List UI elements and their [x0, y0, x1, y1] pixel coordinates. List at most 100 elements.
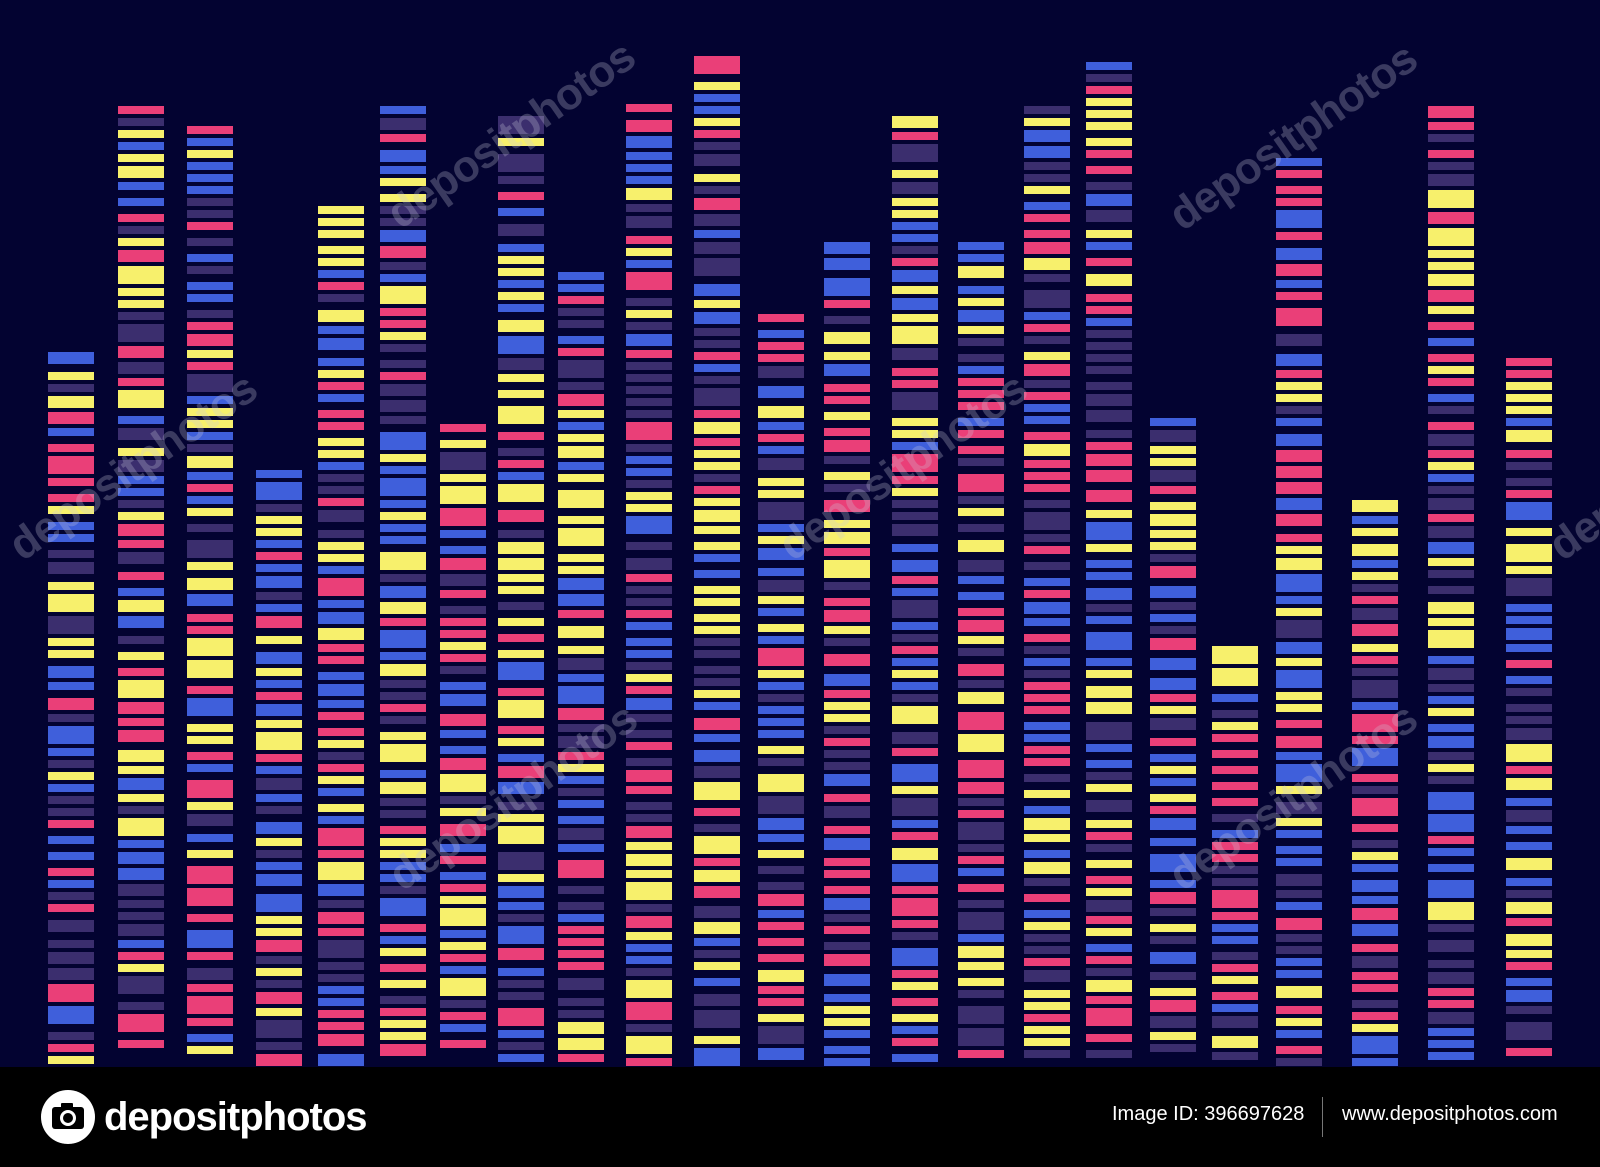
dna-band	[380, 716, 426, 724]
dna-band	[318, 788, 364, 796]
dna-band	[48, 1032, 94, 1040]
dna-band	[318, 644, 364, 652]
dna-band	[824, 714, 870, 722]
dna-band	[48, 638, 94, 646]
dna-band	[694, 678, 740, 686]
dna-band	[1086, 616, 1132, 624]
dna-band	[118, 778, 164, 790]
dna-band	[558, 998, 604, 1006]
dna-band	[1150, 988, 1196, 996]
dna-band	[256, 874, 302, 886]
dna-band	[1212, 766, 1258, 774]
dna-column	[958, 242, 1004, 1067]
dna-band	[626, 802, 672, 810]
dna-band	[498, 814, 544, 822]
dna-band	[626, 386, 672, 394]
dna-band	[498, 530, 544, 538]
dna-band	[1150, 718, 1196, 730]
dna-band	[118, 142, 164, 150]
site-url-link[interactable]: www.depositphotos.com	[1342, 1103, 1558, 1125]
dna-band	[958, 366, 1004, 374]
dna-band	[1276, 418, 1322, 426]
dna-band	[1506, 878, 1552, 886]
dna-band	[318, 338, 364, 350]
dna-band	[958, 474, 1004, 492]
dna-band	[1428, 630, 1474, 648]
dna-band	[558, 1010, 604, 1018]
dna-band	[498, 826, 544, 844]
dna-band	[758, 502, 804, 520]
dna-band	[1276, 658, 1322, 666]
dna-band	[758, 938, 804, 946]
dna-band	[48, 1056, 94, 1064]
dna-band	[118, 390, 164, 408]
dna-band	[318, 962, 364, 970]
dna-band	[187, 238, 233, 246]
dna-band	[48, 616, 94, 634]
dna-band	[694, 824, 740, 832]
dna-band	[1212, 710, 1258, 718]
dna-band	[626, 786, 672, 794]
dna-band	[1086, 258, 1132, 266]
dna-band	[626, 188, 672, 200]
dna-band	[1428, 526, 1474, 538]
dna-band	[1150, 778, 1196, 786]
dna-band	[1150, 766, 1196, 774]
dna-band	[1276, 704, 1322, 712]
dna-band	[1428, 836, 1474, 844]
dna-band	[187, 294, 233, 302]
dna-band	[48, 456, 94, 474]
dna-band	[1428, 558, 1474, 566]
dna-band	[1086, 122, 1132, 130]
dna-band	[187, 162, 233, 170]
dna-band	[558, 566, 604, 574]
dna-band	[1212, 722, 1258, 730]
dna-band	[1276, 1018, 1322, 1026]
dna-band	[498, 902, 544, 910]
dna-band	[1086, 182, 1132, 190]
dna-band	[958, 782, 1004, 794]
dna-band	[1276, 1046, 1322, 1054]
dna-band	[118, 884, 164, 896]
dna-band	[1506, 842, 1552, 850]
dna-band	[558, 686, 604, 704]
dna-band	[958, 1006, 1004, 1024]
dna-band	[1212, 964, 1258, 972]
brand-logo[interactable]: depositphotos	[40, 1089, 368, 1145]
dna-band	[118, 416, 164, 424]
dna-band	[1276, 874, 1322, 886]
dna-band	[1506, 358, 1552, 366]
dna-band	[1086, 670, 1132, 678]
dna-band	[380, 980, 426, 988]
dna-band	[187, 198, 233, 206]
dna-band	[48, 582, 94, 590]
dna-band	[380, 344, 426, 352]
dna-band	[1428, 848, 1474, 856]
dna-band	[380, 936, 426, 944]
dna-band	[1212, 1004, 1258, 1012]
dna-band	[498, 176, 544, 184]
dna-band	[1428, 406, 1474, 414]
dna-band	[758, 998, 804, 1006]
dna-band	[1086, 996, 1132, 1004]
dna-band	[1150, 738, 1196, 746]
dna-column	[1276, 158, 1322, 1067]
dna-band	[187, 138, 233, 146]
dna-band	[440, 606, 486, 614]
dna-band	[1024, 404, 1070, 412]
dna-band	[1086, 62, 1132, 70]
dna-band	[758, 314, 804, 322]
dna-band	[256, 956, 302, 964]
dna-band	[824, 1058, 870, 1066]
dna-band	[958, 620, 1004, 632]
dna-band	[1024, 746, 1070, 754]
dna-band	[694, 230, 740, 238]
dna-band	[626, 422, 672, 440]
dna-band	[558, 828, 604, 840]
dna-band	[824, 440, 870, 452]
dna-band	[256, 794, 302, 802]
dna-column	[380, 106, 426, 1067]
dna-band	[1086, 510, 1132, 518]
dna-band	[626, 758, 672, 766]
dna-band	[1276, 186, 1322, 194]
